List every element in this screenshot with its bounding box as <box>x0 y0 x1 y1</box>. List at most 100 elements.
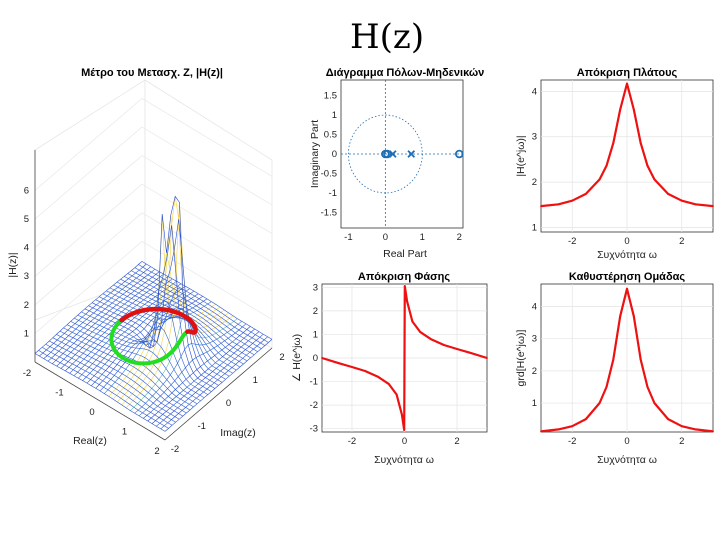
pz-content <box>341 80 464 228</box>
ph-ytick-label: -1 <box>310 377 318 388</box>
surface-mesh-line <box>141 261 273 340</box>
surface-mesh-line <box>99 296 230 377</box>
pz-ticks: -1 0 1 2 1.5 1 0.5 0 -0.5 -1 -1.5 <box>321 91 462 243</box>
ph-ytick-label: -3 <box>310 424 318 435</box>
mag-point <box>605 164 608 167</box>
ph-point <box>400 413 403 416</box>
mag-xtick-label: 2 <box>679 236 684 247</box>
surface-mesh-line <box>70 321 201 402</box>
surface-mesh-line <box>63 327 194 408</box>
gd-ytick-label: 3 <box>532 334 537 345</box>
surface-wall-hline <box>141 126 273 206</box>
surface-mesh-line <box>66 324 198 405</box>
mag-ytick-label: 1 <box>532 222 537 233</box>
mag-point <box>639 142 642 144</box>
pz-xtick-label: 0 <box>383 232 388 243</box>
surface-mesh-line <box>120 278 251 359</box>
surface-mesh-line <box>59 330 191 411</box>
gd-point <box>632 315 635 318</box>
surface-mesh-line <box>38 350 169 429</box>
mag-point <box>653 178 656 181</box>
ph-ytick-label: 0 <box>313 353 318 364</box>
ph-xtick-label: -2 <box>348 436 356 447</box>
surface-wall-gridlines <box>34 98 273 334</box>
surface-ztick-label: 5 <box>24 214 29 225</box>
pz-zero-marker <box>455 149 464 159</box>
group-delay-grid: -2 0 2 4 3 2 1 <box>532 284 713 447</box>
mag-point <box>632 108 635 111</box>
ph-point <box>337 362 340 365</box>
unit-circle-upper-path <box>118 306 198 335</box>
surface-xtick-label: 1 <box>122 427 127 438</box>
surface-mesh-line <box>45 343 176 423</box>
pz-title: Διάγραμμα Πόλων-Μηδενικών <box>326 67 485 79</box>
ph-point <box>377 375 380 378</box>
phase-title: Απόκριση Φάσης <box>358 271 450 283</box>
surface-mesh-line <box>134 267 266 346</box>
surface-zlabel: |H(z)| <box>7 252 19 277</box>
surface-mesh-line <box>56 334 187 414</box>
ph-point <box>469 351 472 354</box>
gd-ytick-label: 2 <box>532 366 537 377</box>
surface-y-axis <box>164 347 273 441</box>
pz-pole-marker <box>388 150 397 158</box>
ph-point <box>411 320 414 323</box>
mag-xtick-label: 0 <box>624 236 629 247</box>
surface-mesh <box>34 195 273 432</box>
surface-ztick-label: 3 <box>24 271 29 282</box>
pz-ytick-label: -1.5 <box>321 207 337 218</box>
mag-ytick-label: 2 <box>532 177 537 188</box>
surface-wall-hline <box>141 98 273 177</box>
surface-mesh-line <box>52 337 183 417</box>
surface-ztick-label: 1 <box>24 328 29 339</box>
surface-x-axis <box>34 361 166 441</box>
mag-ytick-label: 3 <box>532 132 537 143</box>
surface-wall-hline <box>34 241 143 334</box>
pz-ytick-label: 0.5 <box>324 130 337 141</box>
gd-xtick-label: -2 <box>568 436 576 447</box>
gd-point <box>712 430 714 433</box>
surface-wall-hline <box>34 155 143 248</box>
handwritten-title: H(z) <box>350 17 424 57</box>
ph-ytick-label: -2 <box>310 400 318 411</box>
gd-point <box>646 386 649 388</box>
gd-xtick-label: 0 <box>624 436 629 447</box>
surface-x-ticks: -2 -1 0 1 2 <box>23 368 160 457</box>
pz-ytick-label: 1 <box>332 110 337 121</box>
mag-point <box>694 203 697 206</box>
surface-xlabel: Real(z) <box>73 435 107 447</box>
ph-point <box>456 348 458 350</box>
surface-ytick-label: 0 <box>226 398 231 409</box>
ph-point <box>321 357 323 359</box>
mag-point <box>680 199 683 202</box>
surface-mesh-line <box>91 218 223 383</box>
surface-mesh-line <box>127 273 258 352</box>
ph-point <box>403 428 406 431</box>
ph-ytick-label: 1 <box>313 329 318 340</box>
surface-mesh-line <box>124 276 255 356</box>
mag-point <box>540 205 542 208</box>
gd-point <box>653 402 656 404</box>
mag-point <box>667 192 669 195</box>
pz-xtick-label: 1 <box>420 232 425 243</box>
ph-xtick-label: 2 <box>454 436 459 447</box>
surface-mesh-line <box>49 340 180 420</box>
surface-xtick-label: 0 <box>89 407 94 418</box>
surface-wall-hline <box>141 241 273 320</box>
surface-wall-hline <box>141 155 273 234</box>
pz-ytick-label: 1.5 <box>324 91 337 102</box>
ph-point <box>395 393 398 396</box>
phase-plot: Απόκριση Φάσης -2 0 2 3 2 1 0 -1 -2 -3 Συχνότητα … <box>291 271 488 466</box>
surface-mesh-line <box>102 293 233 374</box>
pz-pole-stroke <box>388 150 397 158</box>
mag-point <box>557 203 560 206</box>
surface-z-ticks: 1 2 3 4 5 6 <box>24 185 29 339</box>
surface-mesh-line <box>81 300 212 392</box>
surface-ztick-label: 6 <box>24 185 29 196</box>
ph-point <box>419 331 422 333</box>
surface-mesh-line <box>109 287 241 368</box>
ph-point <box>364 370 366 372</box>
pz-xtick-label: 2 <box>457 232 462 243</box>
magnitude-grid: -2 0 2 4 3 2 1 <box>532 80 713 247</box>
